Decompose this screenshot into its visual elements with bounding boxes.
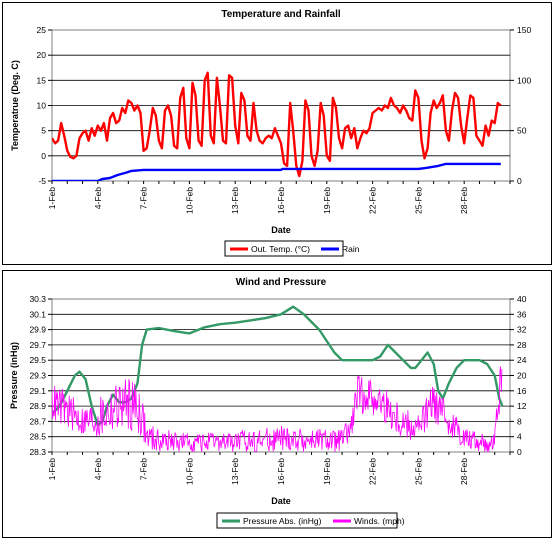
y-axis-label: Pressure (inHg): [9, 342, 19, 409]
chart-title: Temperature and Rainfall: [221, 9, 341, 20]
y-tick-label: 28.3: [29, 447, 46, 457]
x-tick-label: 7-Feb: [139, 187, 149, 209]
x-tick-label: 1-Feb: [47, 458, 57, 480]
legend-label-0: Out. Temp. (°C): [251, 244, 310, 254]
y2-tick-label: 40: [517, 294, 527, 304]
chart-title: Wind and Pressure: [236, 277, 327, 288]
y2-tick-label: 100: [517, 75, 531, 85]
wind-pressure-panel: Wind and Pressure 28.3 28.5 28.7 28.9 29.1 29.…: [2, 270, 552, 538]
y2-tick-label: 50: [517, 126, 527, 136]
legend-box: [216, 512, 398, 529]
y2-tick-label: 12: [517, 401, 527, 411]
y2-tick-label: 0: [517, 447, 522, 457]
x-tick-label: 1-Feb: [47, 187, 57, 209]
x-tick-label: 25-Feb: [413, 187, 423, 214]
temperature-rainfall-chart: Temperature and Rainfall -5 0 5 10 15 20 25 0 50 1…: [10, 9, 531, 257]
legend-label-0: Pressure Abs. (inHg): [243, 516, 322, 526]
x-tick-label: 10-Feb: [184, 458, 194, 485]
legend-label-1: Winds. (mph): [354, 516, 405, 526]
y2-tick-label: 0: [517, 176, 522, 186]
y-tick-label: 30.3: [29, 294, 46, 304]
series-line-0: [52, 305, 504, 427]
x-tick-label: 28-Feb: [459, 458, 469, 485]
y-tick-label: 28.7: [29, 416, 46, 426]
x-tick-label: 4-Feb: [93, 458, 103, 480]
y-tick-label: 5: [41, 126, 46, 136]
series-line-1: [52, 162, 501, 181]
y-tick-label: 25: [37, 25, 47, 35]
x-tick-label: 28-Feb: [459, 187, 469, 214]
x-tick-label: 25-Feb: [413, 458, 423, 485]
x-axis-label: Date: [271, 496, 291, 506]
y2-tick-label: 150: [517, 25, 531, 35]
series-line-1: [52, 366, 503, 452]
x-tick-label: 19-Feb: [322, 458, 332, 485]
y2-tick-label: 8: [517, 416, 522, 426]
x-tick-label: 13-Feb: [230, 458, 240, 485]
temperature-rainfall-panel: Temperature and Rainfall -5 0 5 10 15 20 25 0 50 1…: [2, 2, 552, 265]
y-tick-label: 10: [37, 101, 47, 111]
x-tick-label: 22-Feb: [368, 187, 378, 214]
y-tick-label: 15: [37, 75, 47, 85]
x-tick-label: 7-Feb: [139, 458, 149, 480]
y-tick-label: 28.9: [29, 401, 46, 411]
x-tick-label: 4-Feb: [93, 187, 103, 209]
y-tick-label: 29.7: [29, 340, 46, 350]
y-tick-label: 29.1: [29, 386, 46, 396]
y2-tick-label: 28: [517, 340, 527, 350]
y-tick-label: 0: [41, 151, 46, 161]
y2-tick-label: 4: [517, 432, 522, 442]
series-line-0: [52, 71, 502, 178]
y-tick-label: 28.5: [29, 432, 46, 442]
y-tick-label: 29.5: [29, 355, 46, 365]
legend-label-1: Rain: [342, 244, 360, 254]
y-tick-label: 29.3: [29, 371, 46, 381]
x-tick-label: 22-Feb: [368, 458, 378, 485]
y2-tick-label: 24: [517, 355, 527, 365]
x-axis-label: Date: [271, 225, 291, 235]
x-tick-label: 13-Feb: [230, 187, 240, 214]
y2-tick-label: 32: [517, 325, 527, 335]
y2-tick-label: 36: [517, 309, 527, 319]
y2-tick-label: 20: [517, 371, 527, 381]
y-tick-label: 29.9: [29, 325, 46, 335]
x-tick-label: 10-Feb: [184, 187, 194, 214]
y-tick-label: 30.1: [29, 309, 46, 319]
y2-tick-label: 16: [517, 386, 527, 396]
y-axis-label: Temperatrue (Deg. C): [10, 60, 20, 151]
wind-pressure-chart: Wind and Pressure 28.3 28.5 28.7 28.9 29.1 29.…: [9, 277, 527, 529]
x-tick-label: 16-Feb: [276, 458, 286, 485]
legend-box: [224, 240, 344, 257]
x-tick-label: 19-Feb: [322, 187, 332, 214]
y-tick-label: -5: [38, 176, 46, 186]
y-tick-label: 20: [37, 50, 47, 60]
x-tick-label: 16-Feb: [276, 187, 286, 214]
